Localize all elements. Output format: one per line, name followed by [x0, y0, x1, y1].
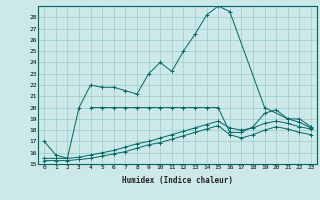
X-axis label: Humidex (Indice chaleur): Humidex (Indice chaleur) [122, 176, 233, 185]
